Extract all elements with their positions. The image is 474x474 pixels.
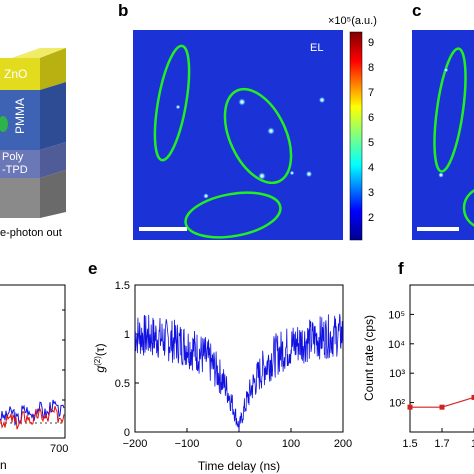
panel-e-x-tick-label: −200 xyxy=(123,438,148,450)
scale-bar xyxy=(139,227,187,231)
roi-ellipse-c1 xyxy=(433,47,467,173)
colorbar-tick: 5 xyxy=(368,137,374,149)
panel-e-series-line xyxy=(134,313,343,431)
colorbar: ×10⁵(a.u.) 9 8 7 6 5 4 3 2 xyxy=(328,15,377,241)
substrate-layer xyxy=(0,178,40,218)
emitter-dot xyxy=(443,67,449,73)
panel-f-y-label: Count rate (cps) xyxy=(362,315,376,401)
colorbar-tick: 7 xyxy=(368,87,374,99)
zno-layer xyxy=(0,58,40,90)
panel-e-y-tick-label: 0 xyxy=(124,427,130,439)
layer-label-zno: ZnO xyxy=(4,67,27,81)
panel-e-x-tick-label: 0 xyxy=(236,438,242,450)
panel-f-ticks: 10² 10³ 10⁴ 10⁵ 1.5 1.7 1 xyxy=(388,309,474,450)
panel-c-map xyxy=(412,30,474,240)
panel-d-series-line xyxy=(0,405,65,430)
panel-f-x-tick-label: 1.5 xyxy=(402,438,417,450)
panel-f-frame xyxy=(409,284,474,433)
layer-label-pmma: PMMA xyxy=(13,98,27,134)
panel-f-point xyxy=(407,404,413,410)
panel-a-device-stack: ZnO PMMA Poly -TPD e-photon out xyxy=(0,48,66,239)
substrate-side xyxy=(40,170,66,218)
pmma-side xyxy=(40,82,66,150)
colorbar-tick: 8 xyxy=(368,62,374,74)
el-map-background xyxy=(133,30,343,240)
layer-label-polytpd-2: -TPD xyxy=(2,164,28,176)
layer-label-polytpd-1: Poly xyxy=(2,151,24,163)
panel-d-x-label-fragment: n xyxy=(0,458,7,472)
roi-ellipse-1 xyxy=(153,44,191,162)
panel-f-point xyxy=(439,404,445,410)
panel-e-x-tick-label: −100 xyxy=(175,438,200,450)
scale-bar xyxy=(417,227,459,231)
emitter-dot xyxy=(238,98,246,106)
roi-ellipse-3 xyxy=(184,191,282,239)
colorbar-tick: 9 xyxy=(368,37,374,49)
colorbar-tick: 2 xyxy=(368,212,374,224)
panel-a-caption: e-photon out xyxy=(0,227,62,239)
panel-e-ticks: −200 −100 0 100 200 0 0.5 1 1.5 xyxy=(115,280,352,450)
panel-f-point xyxy=(471,394,474,400)
zno-side xyxy=(40,48,66,90)
panel-f-plot: 10² 10³ 10⁴ 10⁵ 1.5 1.7 1 Count rate (cps) xyxy=(362,284,474,450)
polytpd-side xyxy=(40,142,66,178)
panel-f-x-tick-label: 1.7 xyxy=(434,438,449,450)
panel-e-y-label: g(2)(τ) xyxy=(93,343,108,372)
polytpd-layer xyxy=(0,150,40,178)
emitter-dot xyxy=(258,172,266,180)
emitter-dot xyxy=(203,193,209,199)
emitter-dot xyxy=(305,170,313,178)
panel-f-series-group xyxy=(407,394,474,410)
emitter-dot xyxy=(267,127,275,135)
colorbar-gradient xyxy=(349,31,363,241)
panel-f-y-tick-label: 10³ xyxy=(389,368,405,380)
panel-d-frame xyxy=(0,284,66,439)
emitter-dot xyxy=(318,96,326,104)
panel-e-y-tick-label: 1 xyxy=(124,329,130,341)
panel-e-x-tick-label: 100 xyxy=(282,438,300,450)
panel-f-y-tick-label: 10⁴ xyxy=(388,339,405,351)
panel-e-series-group xyxy=(134,313,343,431)
panel-letter-b: b xyxy=(118,1,128,20)
panel-f-x-tick-label: 1 xyxy=(471,438,474,450)
panel-f-y-tick-label: 10⁵ xyxy=(388,309,405,321)
colorbar-unit: ×10⁵(a.u.) xyxy=(328,15,377,27)
panel-e-frame xyxy=(134,284,344,433)
panel-e-x-label: Time delay (ns) xyxy=(198,459,280,473)
emitter-dot xyxy=(289,170,295,176)
el-map-label: EL xyxy=(310,42,323,54)
emitter-dot xyxy=(175,104,181,110)
panel-e-x-tick-label: 200 xyxy=(334,438,352,450)
panel-d-plot: 700 n xyxy=(0,284,68,472)
panel-e-y-tick-label: 0.5 xyxy=(115,378,130,390)
panel-e-y-tick-label: 1.5 xyxy=(115,280,130,292)
panel-d-series-group xyxy=(0,399,65,430)
panel-letter-e: e xyxy=(88,259,97,278)
colorbar-tick: 6 xyxy=(368,112,374,124)
panel-f-y-tick-label: 10² xyxy=(389,398,405,410)
panel-letter-c: c xyxy=(412,1,421,20)
roi-ellipse-c2 xyxy=(462,189,474,227)
panel-letter-f: f xyxy=(398,259,404,278)
colorbar-tick: 4 xyxy=(368,162,374,174)
emitter-dot xyxy=(438,172,444,178)
roi-ellipse-2 xyxy=(223,87,293,185)
panel-b-el-map: EL xyxy=(133,30,343,240)
quantum-dot xyxy=(0,116,8,132)
colorbar-tick: 3 xyxy=(368,187,374,199)
panel-d-series-line xyxy=(0,399,65,426)
panel-d-x-tick: 700 xyxy=(50,443,68,455)
